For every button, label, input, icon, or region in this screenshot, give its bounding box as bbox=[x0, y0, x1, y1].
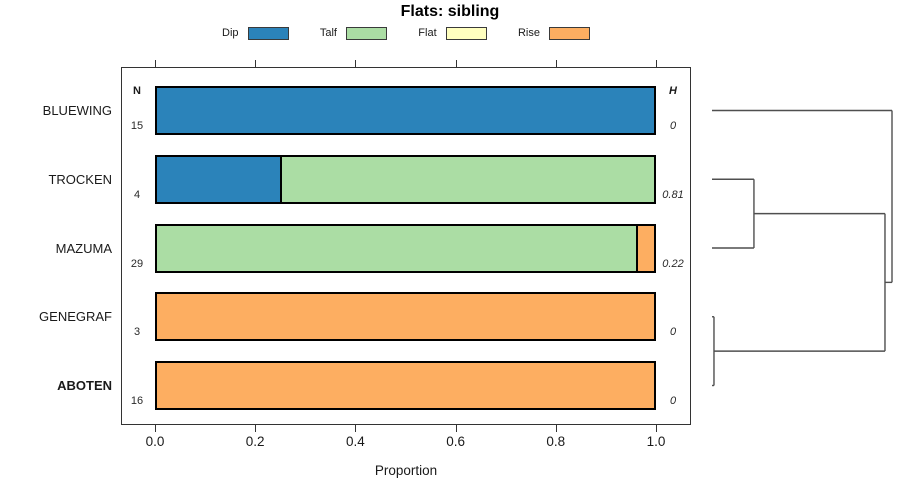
h-value: 0 bbox=[669, 120, 677, 132]
category-label-aboten: ABOTEN bbox=[57, 378, 112, 393]
axis-tick-label: 0.8 bbox=[546, 434, 566, 449]
n-column-header: N bbox=[133, 85, 141, 97]
bar-segment-dip bbox=[157, 88, 654, 133]
axis-tick-label: 0.2 bbox=[245, 434, 265, 449]
legend-item: Flat bbox=[418, 26, 487, 40]
axis-tick-top bbox=[255, 60, 257, 67]
axis-tick-label: 0.4 bbox=[346, 434, 365, 449]
h-value: 0.81 bbox=[662, 188, 684, 201]
n-value: 3 bbox=[133, 326, 141, 339]
axis-tick-label: 0.6 bbox=[446, 434, 465, 449]
n-value: 15 bbox=[130, 120, 144, 132]
category-label-trocken: TROCKEN bbox=[48, 171, 112, 187]
segment-divider bbox=[280, 156, 283, 202]
axis-tick-label: 1.0 bbox=[646, 434, 666, 449]
h-value: 0.22 bbox=[662, 257, 684, 270]
bar-segment-rise bbox=[157, 294, 654, 340]
h-value: 0 bbox=[669, 326, 677, 339]
bar-segment-rise bbox=[157, 363, 654, 408]
axis-tick-label: 0.0 bbox=[145, 434, 165, 449]
legend-item: Talf bbox=[319, 26, 387, 40]
bar-segment-rise bbox=[636, 225, 654, 271]
bar-genegraf bbox=[155, 292, 656, 342]
legend-swatch-rise bbox=[548, 26, 590, 40]
bar-trocken bbox=[155, 154, 656, 204]
legend-label: Talf bbox=[319, 27, 337, 39]
bar-aboten bbox=[155, 361, 656, 410]
h-value: 0 bbox=[669, 395, 677, 407]
legend-label: Flat bbox=[418, 27, 437, 39]
category-label-bluewing: BLUEWING bbox=[42, 103, 112, 118]
n-value: 16 bbox=[130, 395, 144, 407]
axis-tick-top bbox=[455, 60, 457, 67]
axis-tick-bottom bbox=[355, 425, 357, 432]
bar-bluewing bbox=[155, 86, 656, 135]
n-value: 4 bbox=[133, 188, 141, 201]
axis-tick-bottom bbox=[255, 425, 257, 432]
legend-item: Rise bbox=[517, 26, 590, 40]
axis-tick-bottom bbox=[455, 425, 457, 432]
axis-tick-bottom bbox=[656, 425, 657, 432]
bar-segment-talf bbox=[157, 225, 637, 271]
bar-segment-dip bbox=[157, 156, 282, 202]
legend-swatch-flat bbox=[445, 26, 487, 40]
x-axis-title: Proportion bbox=[374, 463, 438, 478]
legend-label: Dip bbox=[222, 27, 239, 39]
legend-item: Dip bbox=[222, 26, 289, 40]
bar-segment-talf bbox=[281, 156, 654, 202]
legend: Dip Talf Flat Rise bbox=[222, 25, 590, 41]
axis-tick-top bbox=[155, 60, 156, 67]
axis-tick-bottom bbox=[155, 425, 156, 432]
chart-title: Flats: sibling bbox=[400, 3, 500, 20]
plot-area-border bbox=[121, 67, 691, 425]
legend-swatch-talf bbox=[345, 26, 387, 40]
axis-tick-top bbox=[555, 60, 557, 67]
axis-tick-bottom bbox=[555, 425, 557, 432]
category-label-mazuma: MAZUMA bbox=[55, 240, 112, 256]
axis-tick-top bbox=[656, 60, 657, 67]
segment-divider bbox=[635, 225, 638, 271]
axis-tick-top bbox=[355, 60, 357, 67]
bar-mazuma bbox=[155, 223, 656, 273]
legend-label: Rise bbox=[517, 27, 540, 39]
legend-swatch-dip bbox=[247, 26, 289, 40]
category-label-genegraf: GENEGRAF bbox=[39, 309, 112, 325]
n-value: 29 bbox=[130, 257, 144, 270]
h-column-header: H bbox=[669, 85, 677, 97]
